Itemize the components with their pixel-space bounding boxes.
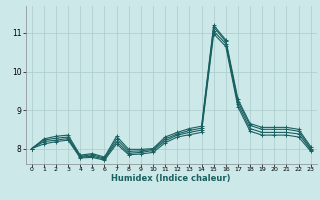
X-axis label: Humidex (Indice chaleur): Humidex (Indice chaleur)	[111, 174, 231, 183]
